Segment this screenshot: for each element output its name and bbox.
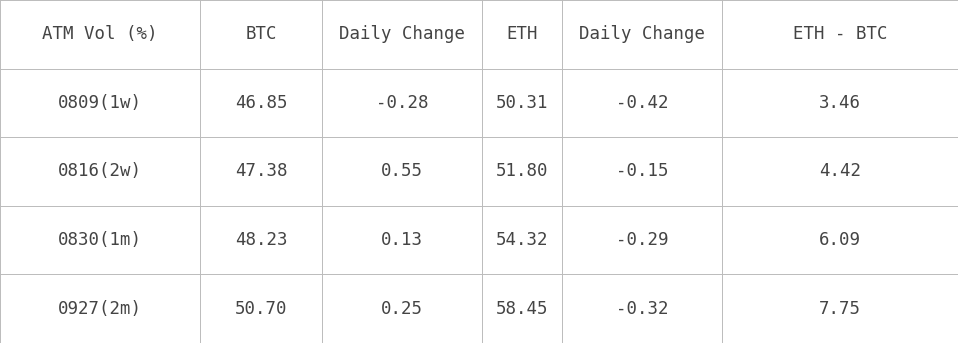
Text: 0.55: 0.55 (381, 163, 422, 180)
Text: 0.25: 0.25 (381, 300, 422, 318)
Text: -0.42: -0.42 (616, 94, 669, 112)
Text: 58.45: 58.45 (496, 300, 548, 318)
Text: 50.70: 50.70 (235, 300, 287, 318)
Text: 50.31: 50.31 (496, 94, 548, 112)
Text: 0816(2w): 0816(2w) (58, 163, 142, 180)
Text: 3.46: 3.46 (819, 94, 861, 112)
Text: 51.80: 51.80 (496, 163, 548, 180)
Text: BTC: BTC (245, 25, 277, 43)
Text: 4.42: 4.42 (819, 163, 861, 180)
Text: -0.28: -0.28 (376, 94, 428, 112)
Text: -0.15: -0.15 (616, 163, 669, 180)
Text: 54.32: 54.32 (496, 231, 548, 249)
Text: 0.13: 0.13 (381, 231, 422, 249)
Text: 48.23: 48.23 (235, 231, 287, 249)
Text: 0830(1m): 0830(1m) (58, 231, 142, 249)
Text: 46.85: 46.85 (235, 94, 287, 112)
Text: ETH: ETH (507, 25, 537, 43)
Text: ETH - BTC: ETH - BTC (793, 25, 887, 43)
Text: ATM Vol (%): ATM Vol (%) (42, 25, 158, 43)
Text: 0927(2m): 0927(2m) (58, 300, 142, 318)
Text: 6.09: 6.09 (819, 231, 861, 249)
Text: 7.75: 7.75 (819, 300, 861, 318)
Text: -0.32: -0.32 (616, 300, 669, 318)
Text: -0.29: -0.29 (616, 231, 669, 249)
Text: Daily Change: Daily Change (580, 25, 705, 43)
Text: 47.38: 47.38 (235, 163, 287, 180)
Text: Daily Change: Daily Change (339, 25, 465, 43)
Text: 0809(1w): 0809(1w) (58, 94, 142, 112)
